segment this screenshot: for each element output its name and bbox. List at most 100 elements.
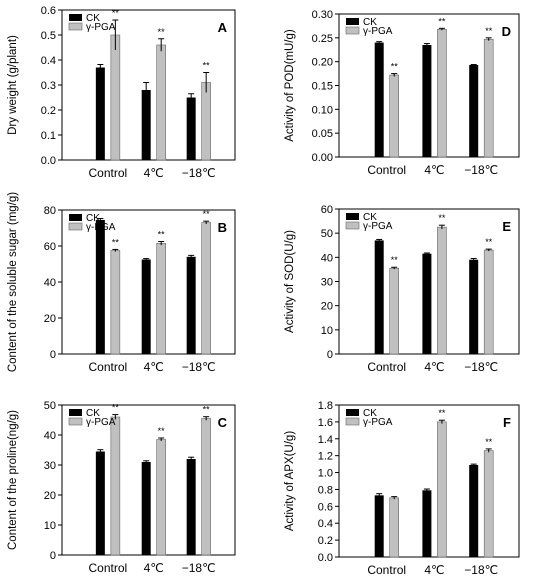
legend-label-b-ck: CK — [86, 213, 100, 224]
y-tick-label-f: 1.4 — [318, 434, 333, 446]
legend-swatch-d-ck — [346, 18, 359, 25]
y-tick-label-f: 0.6 — [318, 501, 333, 513]
y-tick-label-e: 30 — [321, 277, 333, 289]
category-label-f: Control — [367, 563, 406, 576]
y-tick-label-f: 1.2 — [318, 451, 333, 463]
legend-swatch-d-pga — [345, 26, 360, 35]
bar-d-pga — [483, 38, 494, 158]
significance-mark-f: ** — [438, 408, 446, 418]
panel-letter-d: D — [502, 24, 511, 39]
y-axis-label-c: Content of the proline(ng/g) — [7, 410, 19, 550]
legend-swatch-c-ck — [69, 409, 82, 416]
legend-swatch-c-pga — [68, 417, 83, 426]
legend-swatch-a-ck — [69, 14, 82, 21]
y-tick-label-e: 10 — [321, 325, 333, 337]
legend-label-f-ck: CK — [363, 408, 377, 419]
bar-c-pga — [110, 416, 121, 556]
y-tick-label-d: 0.30 — [312, 9, 333, 21]
significance-mark-e: ** — [485, 237, 493, 247]
y-tick-label-f: 1.6 — [318, 417, 333, 429]
y-tick-label-b: 40 — [44, 277, 56, 289]
bar-e-pga — [437, 226, 447, 355]
category-label-d: −18℃ — [464, 163, 498, 177]
bar-a-ck — [95, 67, 105, 160]
bar-d-pga — [389, 74, 400, 158]
bar-b-ck — [141, 259, 151, 354]
bar-a-pga — [201, 82, 211, 161]
bar-f-pga — [483, 450, 494, 558]
category-label-e: Control — [367, 360, 406, 374]
significance-mark-a: ** — [203, 61, 211, 71]
bar-a-pga — [156, 44, 166, 161]
category-label-a: 4℃ — [144, 166, 164, 180]
significance-mark-a: ** — [112, 8, 120, 18]
y-tick-label-b: 80 — [44, 205, 56, 217]
y-tick-label-f: 0.8 — [318, 484, 333, 496]
category-label-f: 4℃ — [424, 563, 444, 576]
legend-label-a-pga: γ-PGA — [86, 22, 116, 33]
bar-c-pga — [201, 418, 211, 556]
y-tick-label-f: 1.8 — [318, 400, 333, 412]
y-tick-label-c: 30 — [44, 460, 56, 472]
bar-c-ck — [95, 451, 105, 555]
category-label-b: −18℃ — [182, 360, 216, 374]
bar-c-ck — [141, 462, 151, 555]
significance-mark-e: ** — [391, 255, 399, 265]
y-tick-label-f: 0.4 — [318, 518, 333, 530]
significance-mark-c: ** — [112, 403, 120, 413]
y-tick-label-b: 20 — [44, 313, 56, 325]
bar-e-pga — [483, 249, 494, 355]
y-tick-label-a: 0.2 — [41, 105, 56, 117]
significance-mark-d: ** — [485, 26, 493, 36]
legend-swatch-b-pga — [68, 222, 83, 231]
legend-label-c-pga: γ-PGA — [86, 417, 116, 428]
y-axis-label-f: Activity of APX(U/g) — [284, 431, 296, 532]
legend-label-d-ck: CK — [363, 17, 377, 28]
panel-letter-a: A — [218, 20, 228, 35]
legend-label-b-pga: γ-PGA — [86, 222, 116, 233]
legend-label-c-ck: CK — [86, 408, 100, 419]
legend-label-e-pga: γ-PGA — [363, 221, 393, 232]
bar-f-pga — [389, 497, 400, 558]
category-label-d: Control — [367, 163, 406, 177]
y-tick-label-c: 20 — [44, 490, 56, 502]
category-label-a: Control — [89, 166, 128, 180]
y-axis-label-d: Activity of POD(mU/g) — [284, 29, 296, 142]
y-tick-label-d: 0.20 — [312, 57, 333, 69]
category-label-d: 4℃ — [424, 163, 444, 177]
bar-a-pga — [110, 34, 121, 161]
y-tick-label-d: 0.05 — [312, 128, 333, 140]
y-tick-label-a: 0.3 — [41, 80, 56, 92]
category-label-e: 4℃ — [424, 360, 444, 374]
panel-letter-f: F — [503, 415, 511, 430]
bar-a-ck — [141, 90, 151, 160]
significance-mark-b: ** — [112, 237, 120, 247]
category-label-f: −18℃ — [464, 563, 498, 576]
legend-swatch-f-pga — [345, 417, 360, 426]
y-tick-label-e: 0 — [327, 349, 333, 361]
y-tick-label-a: 0.4 — [41, 55, 56, 67]
panel-letter-b: B — [218, 220, 227, 235]
significance-mark-b: ** — [158, 230, 166, 240]
significance-mark-e: ** — [438, 213, 446, 223]
panel-letter-e: E — [502, 219, 511, 234]
y-tick-label-b: 60 — [44, 241, 56, 253]
legend-label-a-ck: CK — [86, 13, 100, 24]
bar-a-ck — [186, 97, 196, 160]
bar-c-ck — [186, 459, 196, 555]
legend-swatch-e-ck — [346, 213, 359, 220]
y-tick-label-d: 0.00 — [312, 152, 333, 164]
category-label-a: −18℃ — [182, 166, 216, 180]
y-tick-label-a: 0.5 — [41, 30, 56, 42]
legend-label-f-pga: γ-PGA — [363, 417, 393, 428]
legend-swatch-b-ck — [69, 214, 82, 221]
significance-mark-c: ** — [158, 426, 166, 436]
category-label-c: Control — [89, 561, 128, 575]
significance-mark-a: ** — [158, 27, 166, 37]
bar-d-ck — [469, 65, 479, 157]
bar-b-ck — [95, 219, 105, 354]
legend-label-d-pga: γ-PGA — [363, 26, 393, 37]
y-tick-label-f: 0.2 — [318, 535, 333, 547]
y-tick-label-e: 50 — [321, 228, 333, 240]
y-tick-label-b: 0 — [50, 349, 56, 361]
